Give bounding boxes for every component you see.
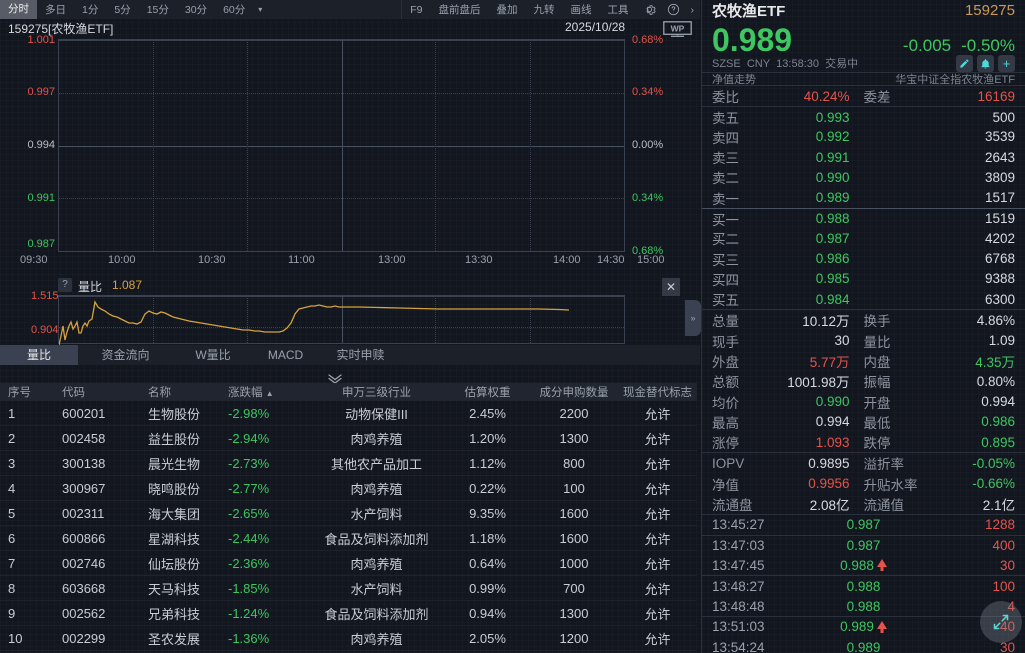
svg-text:WP: WP — [671, 23, 685, 33]
